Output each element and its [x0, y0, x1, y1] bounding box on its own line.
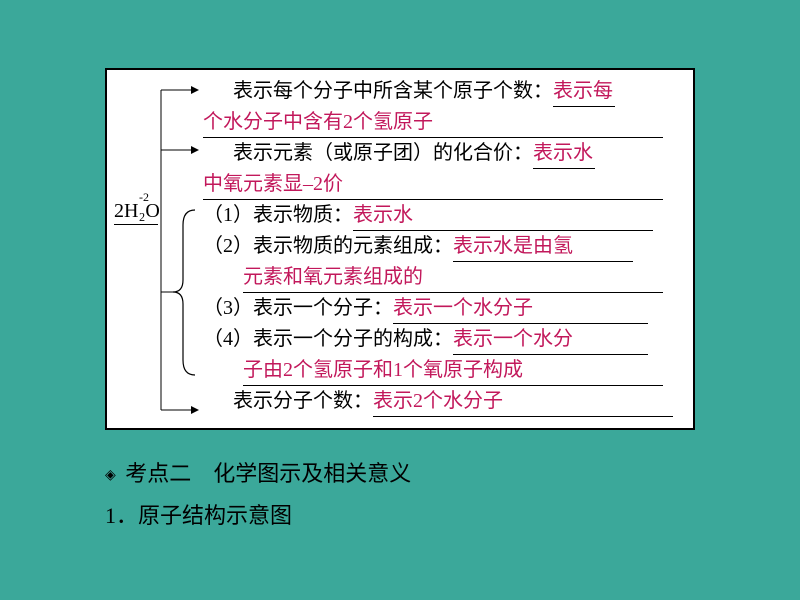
formula-2h2o: 2H₂O: [114, 200, 160, 223]
l9-answer: 表示一个水分: [453, 324, 648, 355]
line-4: 中氧元素显–2价: [203, 169, 685, 200]
l3-prompt: 表示元素（或原子团）的化合价：: [233, 138, 533, 168]
topic-heading: ◈ 考点二 化学图示及相关意义: [105, 454, 695, 496]
l6-answer: 表示水是由氢: [453, 231, 633, 262]
line-10: 子由2个氢原子和1个氧原子构成: [243, 355, 685, 386]
l8-prompt: （3）表示一个分子：: [203, 293, 393, 323]
line-5: （1）表示物质： 表示水: [203, 200, 685, 231]
l8-answer: 表示一个水分子: [393, 293, 648, 324]
l3-answer: 表示水: [533, 138, 595, 169]
l2-answer: 个水分子中含有2个氢原子: [203, 107, 663, 138]
oxidation-label: -2: [139, 190, 149, 205]
l7-answer: 元素和氧元素组成的: [243, 262, 663, 293]
line-2: 个水分子中含有2个氢原子: [203, 107, 685, 138]
line-9: （4）表示一个分子的构成： 表示一个水分: [203, 324, 685, 355]
line-8: （3）表示一个分子： 表示一个水分子: [203, 293, 685, 324]
line-6: （2）表示物质的元素组成： 表示水是由氢: [203, 231, 685, 262]
subheading: 1．原子结构示意图: [105, 496, 695, 536]
l5-prompt: （1）表示物质：: [203, 200, 353, 230]
l1-answer: 表示每: [553, 76, 615, 107]
l9-prompt: （4）表示一个分子的构成：: [203, 324, 453, 354]
heading-text: 考点二 化学图示及相关意义: [125, 461, 411, 486]
l11-prompt: 表示分子个数：: [233, 386, 373, 416]
l1-prompt: 表示每个分子中所含某个原子个数：: [233, 76, 553, 106]
formula-underline: [114, 224, 158, 225]
line-1: 表示每个分子中所含某个原子个数： 表示每: [203, 76, 685, 107]
l6-prompt: （2）表示物质的元素组成：: [203, 231, 453, 261]
l11-answer: 表示2个水分子: [373, 386, 673, 417]
line-3: 表示元素（或原子团）的化合价： 表示水: [203, 138, 685, 169]
below-section: ◈ 考点二 化学图示及相关意义 1．原子结构示意图: [105, 454, 695, 536]
l4-answer: 中氧元素显–2价: [203, 169, 663, 200]
line-11: 表示分子个数： 表示2个水分子: [203, 386, 685, 417]
diamond-icon: ◈: [105, 468, 116, 483]
l5-answer: 表示水: [353, 200, 653, 231]
diagram-card: 2H₂O -2 表示每个分子中所含某个原子个数： 表示每 个水分子中含有2个氢原…: [105, 68, 695, 430]
l10-answer: 子由2个氢原子和1个氧原子构成: [243, 355, 663, 386]
line-7: 元素和氧元素组成的: [243, 262, 685, 293]
